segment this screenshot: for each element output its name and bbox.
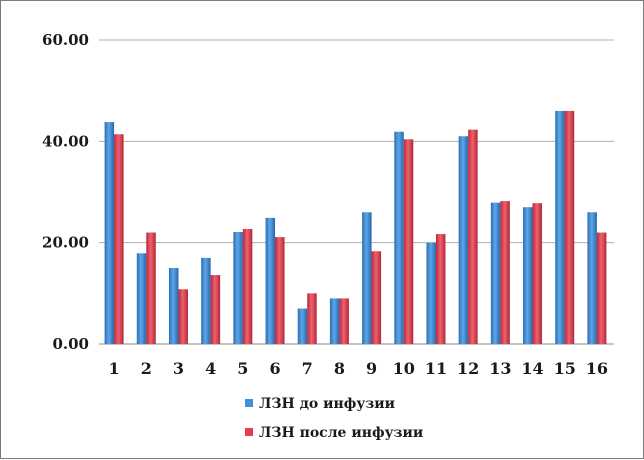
bar-before-2 — [136, 253, 147, 344]
x-tick-label: 5 — [237, 359, 248, 378]
bar-after-9 — [371, 251, 382, 344]
x-tick-label: 14 — [521, 359, 543, 378]
y-tick-label: 40.00 — [42, 132, 89, 150]
y-tick-label: 0.00 — [52, 335, 89, 353]
bar-before-14 — [523, 207, 533, 344]
bar-after-8 — [339, 298, 349, 344]
x-tick-label: 10 — [393, 359, 415, 378]
x-tick-label: 9 — [366, 359, 377, 378]
legend-label: ЛЗН после инфузии — [259, 425, 423, 441]
bar-before-4 — [201, 257, 211, 344]
bar-before-6 — [265, 217, 276, 344]
bar-after-16 — [596, 232, 607, 344]
bar-after-7 — [307, 293, 317, 344]
legend-swatch — [245, 399, 253, 407]
bar-after-11 — [435, 234, 446, 344]
x-tick-label: 16 — [586, 359, 608, 378]
bar-after-13 — [500, 201, 510, 344]
bar-before-15 — [555, 110, 565, 344]
bar-after-3 — [178, 289, 188, 344]
bar-before-7 — [297, 308, 308, 344]
x-tick-label: 1 — [109, 359, 120, 378]
bar-after-5 — [242, 228, 253, 344]
x-tick-label: 7 — [302, 359, 313, 378]
bar-before-13 — [490, 202, 501, 344]
y-tick-label: 60.00 — [42, 31, 89, 49]
bar-before-1 — [104, 122, 115, 344]
x-tick-label: 15 — [554, 359, 576, 378]
bar-before-10 — [394, 131, 404, 344]
bar-after-15 — [564, 110, 575, 344]
bar-before-5 — [233, 232, 243, 344]
bar-after-10 — [403, 139, 414, 344]
legend-swatch — [245, 428, 253, 436]
x-tick-label: 13 — [489, 359, 511, 378]
bar-after-12 — [468, 129, 478, 344]
legend-label: ЛЗН до инфузии — [259, 396, 395, 412]
x-tick-label: 11 — [425, 359, 447, 378]
bar-before-11 — [426, 242, 436, 344]
bar-before-8 — [329, 298, 340, 344]
bar-before-12 — [458, 136, 469, 344]
x-tick-label: 2 — [141, 359, 152, 378]
x-tick-label: 3 — [173, 359, 184, 378]
bar-after-4 — [210, 275, 221, 344]
bar-after-6 — [275, 237, 285, 344]
x-tick-label: 12 — [457, 359, 479, 378]
x-tick-label: 4 — [205, 359, 216, 378]
bar-after-2 — [146, 232, 156, 344]
x-tick-label: 8 — [334, 359, 345, 378]
bar-after-14 — [532, 203, 543, 344]
y-tick-label: 20.00 — [42, 234, 89, 252]
bar-before-9 — [362, 212, 372, 344]
bar-before-16 — [587, 212, 597, 344]
x-tick-label: 6 — [269, 359, 280, 378]
bar-before-3 — [168, 268, 179, 344]
bar-after-1 — [114, 134, 124, 344]
